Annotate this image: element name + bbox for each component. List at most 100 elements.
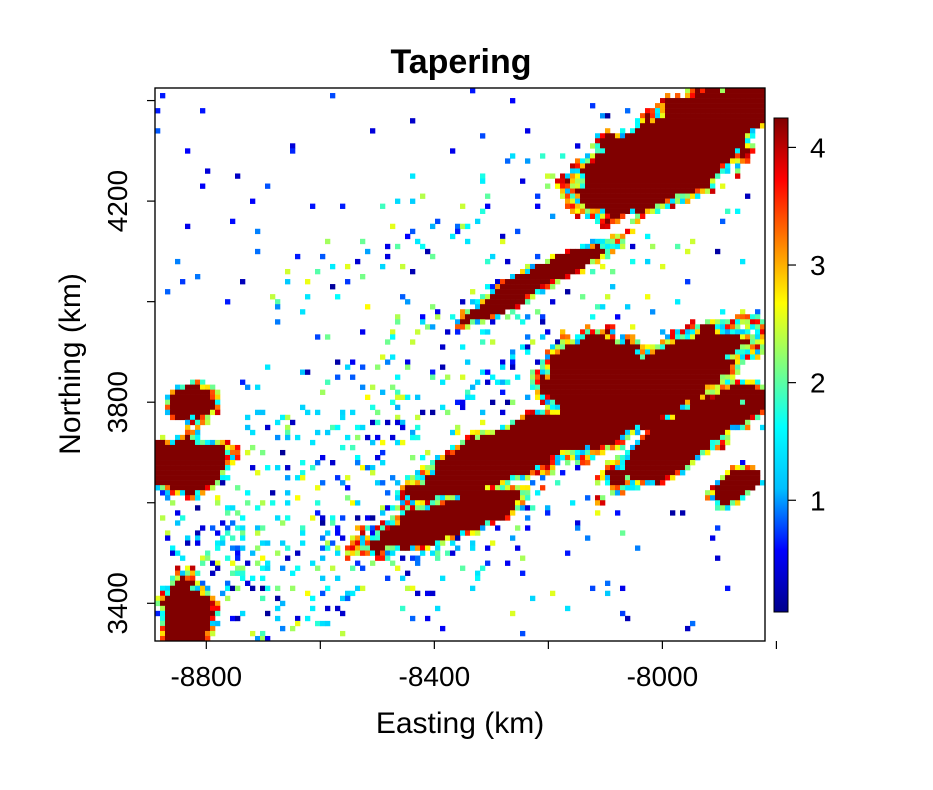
heatmap-cell — [230, 454, 236, 461]
heatmap-cell — [640, 480, 646, 486]
heatmap-cell — [325, 540, 331, 546]
heatmap-cell — [175, 630, 181, 637]
heatmap-cell — [525, 424, 531, 431]
heatmap-cell — [370, 470, 376, 476]
heatmap-cell — [515, 274, 521, 280]
heatmap-cell — [615, 359, 621, 365]
heatmap-cell — [525, 414, 531, 421]
heatmap-cell — [495, 505, 501, 511]
heatmap-cell — [495, 314, 501, 320]
heatmap-cell — [170, 615, 176, 622]
heatmap-cell — [610, 213, 616, 220]
heatmap-cell — [735, 500, 741, 506]
heatmap-cell — [190, 444, 196, 451]
heatmap-cell — [665, 414, 671, 421]
heatmap-cell — [715, 248, 721, 255]
heatmap-cell — [725, 349, 731, 355]
heatmap-cell — [745, 485, 751, 491]
heatmap-cell — [535, 374, 541, 380]
heatmap-cell — [705, 379, 711, 385]
heatmap-cell — [645, 434, 651, 441]
heatmap-cell — [700, 384, 706, 390]
heatmap-cell — [300, 369, 306, 375]
heatmap-cell — [615, 243, 621, 250]
heatmap-cell — [760, 404, 766, 411]
heatmap-cell — [595, 354, 601, 360]
heatmap-cell — [370, 525, 376, 531]
heatmap-cell — [610, 394, 616, 400]
heatmap-cell — [635, 475, 641, 481]
heatmap-cell — [750, 148, 756, 154]
heatmap-cell — [675, 379, 681, 385]
heatmap-cell — [690, 409, 696, 416]
heatmap-cell — [615, 439, 621, 446]
heatmap-cell — [595, 334, 601, 340]
heatmap-cell — [735, 339, 741, 345]
heatmap-cell — [610, 364, 616, 370]
heatmap-cell — [235, 510, 241, 516]
heatmap-cell — [720, 349, 726, 355]
heatmap-cell — [750, 108, 756, 114]
colorbar — [773, 117, 789, 613]
heatmap-cell — [715, 495, 721, 501]
heatmap-cell — [720, 439, 726, 446]
heatmap-cell — [480, 490, 486, 496]
heatmap-cell — [155, 610, 161, 617]
heatmap-cell — [755, 409, 761, 416]
heatmap-cell — [455, 525, 461, 531]
heatmap-cell — [660, 470, 666, 476]
heatmap-cell — [565, 404, 571, 411]
heatmap-cell — [210, 439, 216, 446]
heatmap-cell — [605, 439, 611, 446]
heatmap-cell — [415, 485, 421, 491]
heatmap-cell — [605, 218, 611, 225]
heatmap-cell — [450, 510, 456, 516]
heatmap-cell — [620, 444, 626, 451]
heatmap-cell — [745, 148, 751, 154]
heatmap-cell — [725, 133, 731, 139]
heatmap-cell — [170, 480, 176, 486]
heatmap-cell — [690, 449, 696, 456]
heatmap-cell — [615, 198, 621, 204]
heatmap-cell — [565, 439, 571, 446]
heatmap-cell — [410, 510, 416, 516]
heatmap-cell — [190, 409, 196, 416]
heatmap-cell — [690, 339, 696, 345]
heatmap-cell — [175, 565, 181, 571]
heatmap-cell — [750, 414, 756, 421]
heatmap-cell — [595, 143, 601, 149]
heatmap-cell — [185, 223, 191, 230]
heatmap-cell — [200, 490, 206, 496]
heatmap-cell — [470, 88, 476, 94]
heatmap-cell — [425, 520, 431, 526]
heatmap-cell — [650, 133, 656, 139]
heatmap-cell — [160, 480, 166, 486]
heatmap-cell — [760, 319, 766, 325]
heatmap-cell — [710, 379, 716, 385]
heatmap-cell — [560, 334, 566, 340]
heatmap-cell — [565, 193, 571, 199]
heatmap-cell — [155, 108, 161, 114]
heatmap-cell — [440, 500, 446, 506]
heatmap-cell — [200, 470, 206, 476]
heatmap-cell — [700, 163, 706, 169]
heatmap-cell — [665, 404, 671, 411]
heatmap-cell — [705, 188, 711, 194]
heatmap-cell — [455, 470, 461, 476]
heatmap-cell — [175, 480, 181, 486]
heatmap-cell — [710, 344, 716, 350]
heatmap-cell — [195, 384, 201, 390]
heatmap-cell — [210, 454, 216, 461]
heatmap-cell — [540, 314, 546, 320]
heatmap-cell — [380, 480, 386, 486]
heatmap-cell — [550, 344, 556, 350]
heatmap-cell — [520, 555, 526, 561]
heatmap-cell — [735, 485, 741, 491]
heatmap-cell — [475, 379, 481, 385]
heatmap-cell — [705, 434, 711, 441]
heatmap-cell — [185, 580, 191, 586]
heatmap-cell — [200, 404, 206, 411]
heatmap-cell — [680, 138, 686, 144]
heatmap-cell — [300, 540, 306, 546]
